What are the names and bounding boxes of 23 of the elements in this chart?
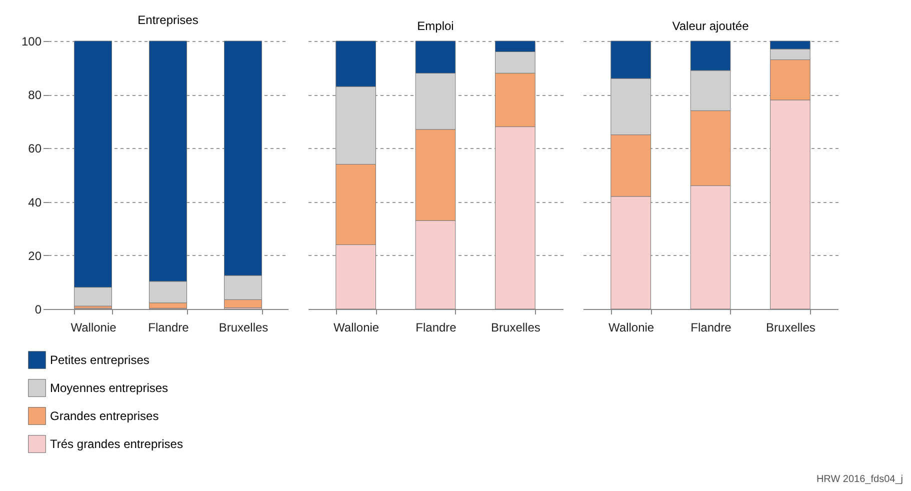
legend-label: Petites entreprises	[50, 353, 150, 367]
y-tick-label: 0	[34, 302, 42, 316]
x-tick-label: Wallonie	[70, 320, 117, 334]
x-tick-label: Wallonie	[334, 320, 380, 334]
legend-label: Grandes entreprises	[50, 409, 159, 423]
x-tick-label: Bruxelles	[218, 320, 268, 334]
legend-label: Moyennes entreprises	[50, 381, 168, 395]
x-tick-label: Bruxelles	[491, 320, 540, 334]
chart-title: Emploi	[417, 18, 454, 33]
text: HRW 2016_fds04_j	[816, 474, 903, 485]
chart-title: Valeur ajoutée	[672, 18, 750, 33]
y-tick-label: 40	[28, 195, 42, 210]
y-tick-label: 80	[28, 88, 42, 102]
y-tick-label: 60	[28, 142, 42, 156]
x-tick-label: Flandre	[416, 320, 457, 334]
y-tick-label: 100	[21, 34, 42, 48]
chart-title: Entreprises	[138, 13, 198, 27]
x-tick-label: Flandre	[148, 320, 190, 334]
legend-label: Trés grandes entreprises	[50, 437, 183, 451]
x-tick-label: Wallonie	[608, 320, 654, 334]
x-tick-label: Flandre	[690, 320, 732, 334]
y-tick-label: 20	[28, 248, 42, 263]
x-tick-label: Bruxelles	[766, 320, 816, 334]
